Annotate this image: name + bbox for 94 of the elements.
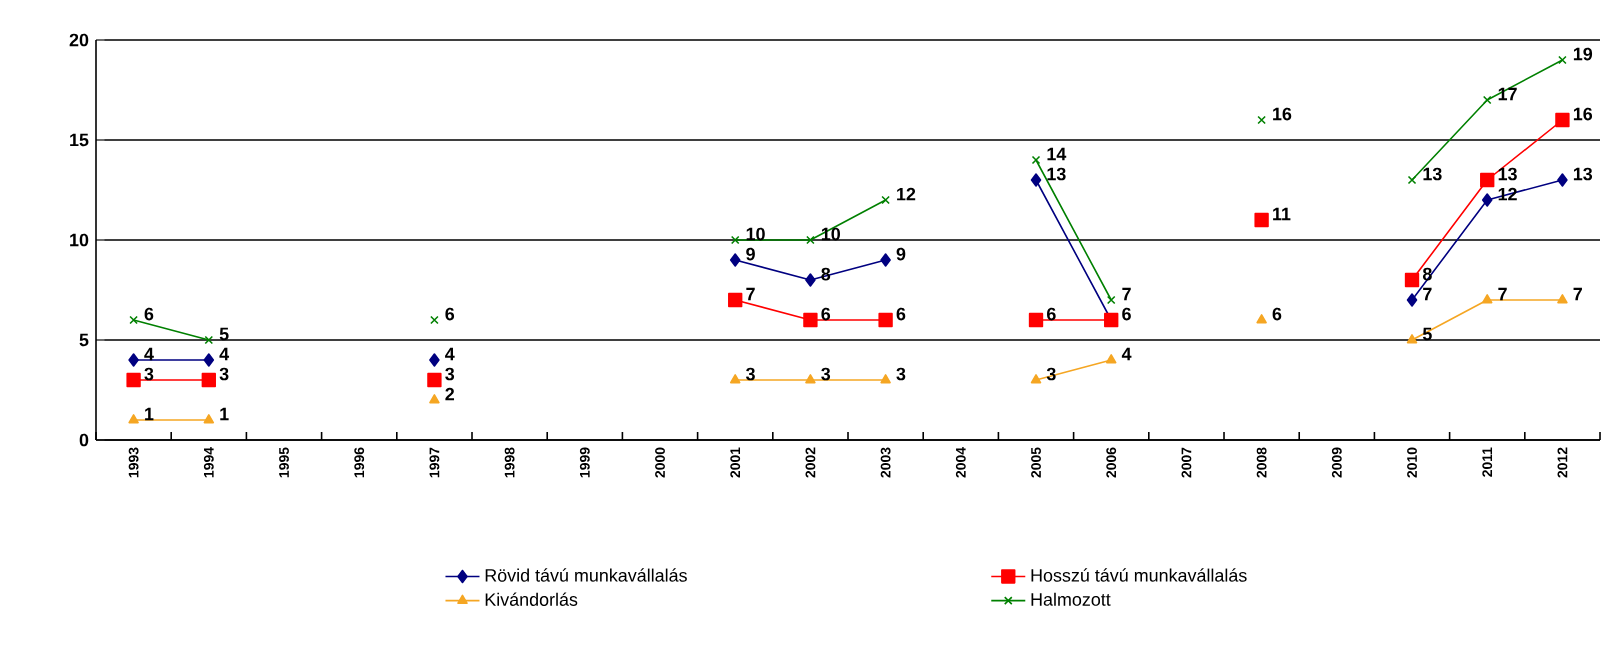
data-label: 9 (896, 247, 906, 261)
point (728, 292, 743, 308)
point (1557, 173, 1568, 187)
data-label: 3 (144, 367, 154, 381)
point (429, 353, 440, 367)
data-label: 4 (219, 347, 230, 361)
data-label: 9 (746, 247, 755, 261)
point (1031, 155, 1041, 165)
data-label: 7 (1498, 287, 1507, 301)
point (429, 394, 440, 404)
point (1555, 112, 1570, 128)
point (1482, 95, 1492, 105)
data-label: 8 (1422, 267, 1432, 281)
legend-label: Hosszú távú munkavállalás (1031, 568, 1247, 582)
point (126, 372, 141, 388)
point (128, 414, 139, 424)
point (878, 312, 893, 328)
point (1257, 115, 1266, 125)
data-label: 14 (1047, 147, 1067, 161)
data-label: 16 (1573, 107, 1593, 121)
data-label: 4 (1121, 347, 1132, 361)
data-label: 7 (746, 287, 755, 301)
y-tick-label: 10 (70, 233, 89, 247)
point (881, 195, 890, 205)
data-label: 7 (1573, 287, 1582, 301)
point (201, 372, 216, 388)
legend-label: Rövid távú munkavállalás (485, 568, 687, 582)
y-tick-label: 5 (79, 333, 89, 347)
point (806, 235, 815, 245)
data-label: 7 (1122, 287, 1131, 301)
point (1028, 312, 1044, 328)
data-label: 6 (144, 307, 154, 321)
point (1406, 293, 1418, 307)
data-label: 10 (821, 227, 840, 241)
data-label: 5 (219, 327, 229, 341)
data-label: 13 (1498, 167, 1517, 181)
data-label: 1 (145, 407, 154, 421)
point (729, 374, 741, 384)
point (803, 312, 818, 328)
data-label: 3 (745, 367, 755, 381)
point (1256, 314, 1267, 324)
data-label: 7 (1423, 287, 1432, 301)
point (1407, 175, 1417, 185)
data-label: 6 (1272, 307, 1282, 321)
y-tick-label: 15 (70, 133, 89, 147)
data-label: 11 (1273, 207, 1291, 221)
data-label: 3 (445, 367, 455, 381)
point (805, 374, 816, 384)
data-label: 6 (1122, 307, 1131, 321)
point (128, 353, 139, 367)
data-label: 3 (896, 367, 906, 381)
point (730, 235, 740, 245)
point (430, 315, 439, 325)
data-label: 13 (1047, 167, 1066, 181)
y-tick-label: 20 (69, 33, 89, 47)
point (203, 414, 215, 424)
data-label: 13 (1423, 167, 1442, 181)
point (880, 253, 891, 267)
point (427, 372, 442, 388)
legend-label: Kivándorlás (485, 592, 578, 606)
point (1254, 212, 1269, 228)
data-label: 4 (144, 347, 154, 361)
data-label: 12 (897, 187, 916, 201)
point (1557, 294, 1568, 304)
legend-label: Halmozott (1031, 592, 1111, 606)
data-label: 13 (1573, 167, 1593, 181)
point (203, 353, 215, 367)
data-label: 10 (746, 227, 765, 241)
y-tick-label: 0 (79, 433, 89, 447)
data-label: 1 (220, 407, 229, 421)
data-label: 3 (821, 367, 831, 381)
data-label: 3 (219, 367, 229, 381)
data-label: 6 (445, 307, 455, 321)
point (805, 273, 816, 287)
point (204, 335, 214, 345)
data-label: 19 (1573, 47, 1593, 61)
data-label: 17 (1498, 87, 1517, 101)
point (1030, 173, 1042, 187)
data-label: 4 (445, 347, 455, 361)
point (1105, 354, 1117, 364)
point (1481, 294, 1493, 304)
data-label: 6 (1047, 307, 1056, 321)
data-label: 16 (1273, 107, 1292, 121)
data-label: 6 (896, 307, 906, 321)
point (1106, 295, 1116, 305)
point (1030, 374, 1042, 384)
point (880, 374, 891, 384)
data-label: 2 (445, 387, 455, 401)
data-label: 6 (821, 307, 831, 321)
point (1406, 334, 1418, 344)
point (729, 253, 741, 267)
point (1404, 272, 1420, 288)
point (1480, 172, 1495, 188)
point (1481, 193, 1493, 207)
